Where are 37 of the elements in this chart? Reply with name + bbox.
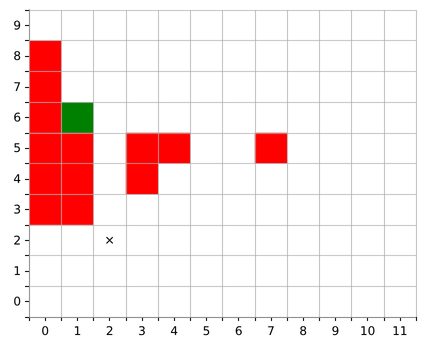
point (61, 194, 94, 225)
y-tick-label: 6 (13, 110, 21, 124)
point (61, 102, 94, 133)
x-tick-label: 10 (360, 324, 376, 338)
x-tick-label: 3 (138, 324, 146, 338)
y-tick-label: 5 (13, 141, 21, 156)
x-tick-label: 2 (106, 324, 114, 338)
point (126, 132, 158, 164)
point (254, 132, 287, 164)
y-tick-label: 8 (13, 49, 21, 64)
point (29, 194, 62, 225)
y-tick-label: 4 (13, 172, 21, 186)
y-tick-label: 2 (13, 233, 21, 248)
point (158, 132, 190, 164)
x-tick-label: 4 (170, 324, 178, 338)
x-tick-label: 5 (202, 324, 210, 338)
point (29, 40, 62, 72)
point (29, 132, 62, 164)
y-tick-label: 0 (13, 294, 21, 309)
point (61, 132, 94, 164)
x-tick-label: 11 (392, 324, 408, 338)
x-tick-label: 7 (267, 324, 275, 338)
point (61, 164, 94, 194)
x-tick-label: 0 (41, 324, 49, 338)
point (126, 164, 158, 194)
y-tick-label: 7 (13, 80, 21, 94)
y-tick-label: 3 (13, 202, 21, 217)
point (29, 102, 62, 133)
x-tick-label: 8 (299, 324, 307, 338)
y-tick-label: 1 (13, 264, 21, 278)
x-tick-label: 6 (234, 324, 242, 338)
point (106, 236, 114, 244)
x-tick-label: 1 (74, 324, 82, 338)
x-tick-label: 9 (332, 324, 340, 338)
point (29, 164, 62, 194)
y-tick-label: 9 (13, 18, 21, 32)
point (29, 71, 62, 102)
